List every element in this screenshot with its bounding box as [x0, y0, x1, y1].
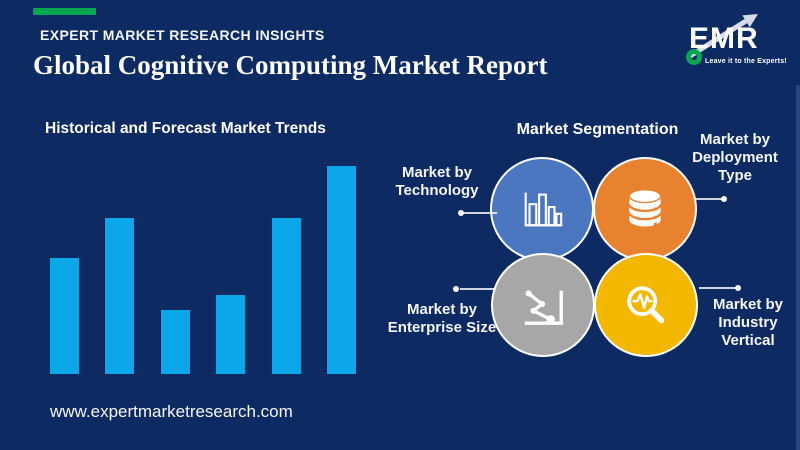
segment-label-line: Enterprise Size — [387, 318, 497, 336]
venn-circle-deployment — [593, 157, 697, 261]
emr-logo-tagline: Leave it to the Experts! — [705, 58, 787, 65]
connector-dot-technology — [458, 210, 464, 216]
segment-label-industry: Market by Industry Vertical — [688, 296, 800, 350]
connector-line-enterprise — [460, 288, 494, 290]
database-icon — [628, 188, 662, 227]
right-edge-band — [796, 85, 800, 450]
venn-circle-industry — [594, 253, 698, 357]
emr-logo-dot-icon — [686, 49, 702, 65]
segment-label-line: Market by — [699, 131, 771, 148]
brand-accent-bar — [33, 8, 96, 15]
footer-url-link[interactable]: www.expertmarketresearch.com — [50, 402, 293, 421]
segment-label-line: Technology — [395, 182, 479, 199]
chart-section-heading: Historical and Forecast Market Trends — [45, 120, 326, 137]
venn-circle-enterprise — [491, 253, 595, 357]
chart-bar — [50, 258, 79, 374]
segment-label-line: Market by — [406, 301, 478, 318]
segment-label-line: Deployment — [692, 149, 778, 166]
chart-bar — [326, 166, 356, 374]
brand-eyebrow: EXPERT MARKET RESEARCH INSIGHTS — [40, 27, 325, 43]
segment-label-line: Vertical — [721, 332, 775, 349]
venn-circle-technology — [490, 157, 594, 261]
chart-bar — [160, 310, 190, 374]
segment-label-line: Market by — [401, 164, 473, 181]
segment-label-line: Market by — [712, 296, 784, 313]
chart-bar — [216, 295, 246, 374]
historical-forecast-bar-chart — [50, 166, 356, 374]
bar-chart-icon — [524, 192, 563, 227]
chart-bar — [105, 218, 135, 374]
segment-label-technology: Market by Technology — [374, 164, 500, 200]
connector-dot-enterprise — [453, 286, 459, 292]
connector-dot-industry — [735, 285, 741, 291]
page-title: Global Cognitive Computing Market Report — [33, 50, 548, 80]
connector-line-technology — [463, 212, 497, 214]
segment-label-deployment: Market by Deployment Type — [675, 131, 795, 185]
segment-label-enterprise: Market by Enterprise Size — [379, 301, 505, 336]
connector-dot-deployment — [721, 196, 727, 202]
chart-bar — [271, 218, 301, 374]
emr-logo-text: EMR — [689, 22, 759, 55]
segment-label-line: Industry — [718, 314, 778, 331]
magnifier-pulse-icon — [627, 286, 665, 324]
connector-line-industry — [699, 287, 736, 289]
connector-line-deployment — [694, 198, 722, 200]
scatter-line-icon — [524, 290, 563, 325]
segment-label-line: Type — [718, 167, 752, 184]
segmentation-heading: Market Segmentation — [516, 121, 679, 138]
